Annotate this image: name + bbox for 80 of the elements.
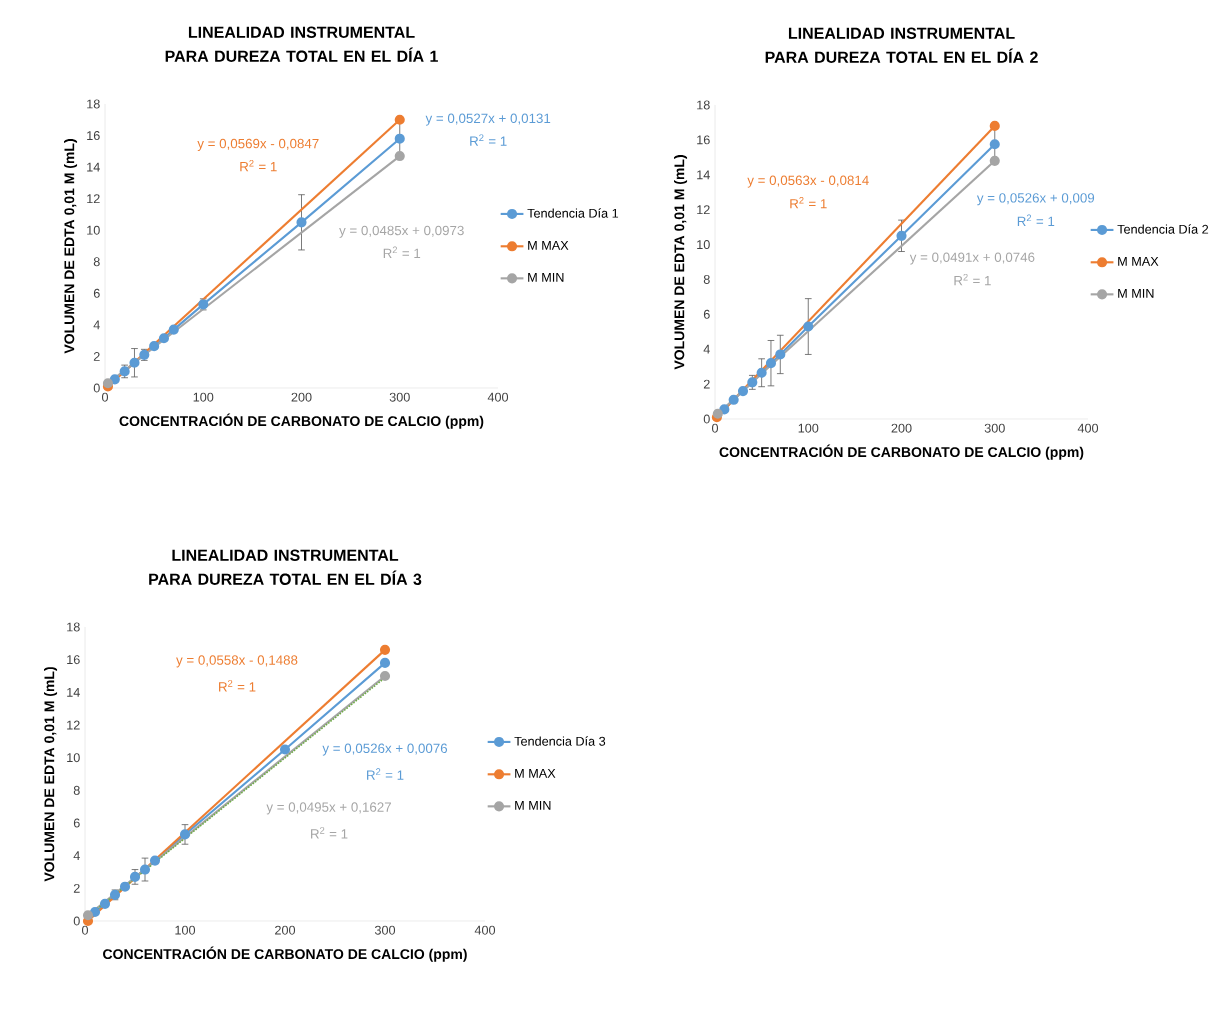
y-tick-label: 6 xyxy=(703,309,710,319)
annotation: y = 0,0527x + 0,0131 xyxy=(425,113,551,126)
x-tick-label: 0 xyxy=(711,423,719,433)
y-tick-label: 12 xyxy=(87,194,100,204)
legend-label: Tendencia Día 3 xyxy=(514,736,606,746)
y-tick-label: 12 xyxy=(697,205,710,215)
y-tick-label: 10 xyxy=(87,225,100,235)
y-tick-label: 8 xyxy=(73,785,80,795)
annotation: R$^{2}$ = 1 xyxy=(954,273,991,286)
legend-label: M MAX xyxy=(528,240,569,250)
annotation: y = 0,0526x + 0,0076 xyxy=(322,743,448,756)
x-tick-label: 400 xyxy=(474,925,496,935)
legend-label: M MIN xyxy=(528,272,564,282)
y-tick-label: 8 xyxy=(703,274,710,284)
y-tick-label: 16 xyxy=(67,655,80,665)
y-tick-label: 14 xyxy=(697,170,710,180)
legend-label: M MIN xyxy=(515,800,551,810)
x-tick-label: 200 xyxy=(291,392,312,402)
y-tick-label: 4 xyxy=(93,320,100,330)
x-tick-label: 400 xyxy=(1077,423,1099,433)
x-tick-label: 100 xyxy=(175,925,196,935)
x-tick-label: 200 xyxy=(891,423,912,433)
y-axis-title: VOLUMEN DE EDTA 0,01 M (mL) xyxy=(674,155,688,370)
chart-title: LINEALIDAD INSTRUMENTAL PARA DUREZA TOTAL EN EL DÍA 3 xyxy=(149,549,422,585)
x-tick-label: 300 xyxy=(374,925,396,935)
annotation: y = 0,0485x + 0,0973 xyxy=(339,225,464,238)
y-tick-label: 14 xyxy=(87,162,100,172)
annotation: R$^{2}$ = 1 xyxy=(311,827,348,839)
x-tick-label: 300 xyxy=(984,423,1005,433)
legend-label: M MIN xyxy=(1118,288,1154,298)
annotation: y = 0,0558x - 0,1488 xyxy=(176,655,298,668)
x-tick-label: 200 xyxy=(275,925,296,935)
y-axis-title: VOLUMEN DE EDTA 0,01 M (mL) xyxy=(64,139,78,354)
legend-label: Tendencia Día 2 xyxy=(1117,224,1209,234)
x-tick-label: 400 xyxy=(487,392,509,402)
y-tick-label: 10 xyxy=(67,753,80,763)
y-tick-label: 18 xyxy=(87,99,100,109)
y-tick-label: 4 xyxy=(703,344,710,354)
y-tick-label: 18 xyxy=(697,100,710,110)
x-tick-label: 100 xyxy=(798,423,819,433)
y-tick-label: 6 xyxy=(73,818,80,828)
y-tick-label: 16 xyxy=(87,131,100,141)
chart-title: LINEALIDAD INSTRUMENTAL PARA DUREZA TOTAL EN EL DÍA 2 xyxy=(765,27,1038,63)
legend-label: M MAX xyxy=(1118,256,1159,266)
annotation: R$^{2}$ = 1 xyxy=(240,159,277,172)
chart-title: LINEALIDAD INSTRUMENTAL PARA DUREZA TOTAL EN EL DÍA 1 xyxy=(165,26,438,62)
y-tick-label: 8 xyxy=(93,257,100,267)
annotation: y = 0,0526x + 0,009 xyxy=(976,193,1095,206)
y-tick-label: 2 xyxy=(93,352,100,361)
annotation: R$^{2}$ = 1 xyxy=(470,134,507,146)
y-tick-label: 2 xyxy=(73,883,80,893)
annotation: y = 0,0491x + 0,0746 xyxy=(909,252,1035,265)
annotation: y = 0,0563x - 0,0814 xyxy=(747,175,869,188)
y-tick-label: 10 xyxy=(697,240,710,250)
y-tick-label: 14 xyxy=(67,687,80,697)
annotation: R$^{2}$ = 1 xyxy=(790,196,827,209)
y-tick-label: 4 xyxy=(73,851,80,861)
annotation: R$^{2}$ = 1 xyxy=(383,246,421,258)
annotation: R$^{2}$ = 1 xyxy=(367,768,404,780)
x-tick-label: 100 xyxy=(193,392,214,402)
legend-label: M MAX xyxy=(515,768,556,778)
x-tick-label: 0 xyxy=(101,392,109,402)
y-tick-label: 0 xyxy=(93,383,100,393)
x-axis-title: CONCENTRACIÓN DE CARBONATO DE CALCIO (ppm) xyxy=(119,413,484,429)
y-tick-label: 0 xyxy=(73,916,80,926)
x-axis-title: CONCENTRACIÓN DE CARBONATO DE CALCIO (ppm) xyxy=(103,946,467,962)
y-tick-label: 12 xyxy=(67,720,80,730)
y-axis-title: VOLUMEN DE EDTA 0,01 M (mL) xyxy=(44,667,58,882)
legend-label: Tendencia Día 1 xyxy=(527,208,619,218)
y-tick-label: 16 xyxy=(697,135,710,145)
annotation: y = 0,0495x + 0,1627 xyxy=(266,802,391,815)
y-tick-label: 0 xyxy=(703,414,710,424)
x-tick-label: 300 xyxy=(389,392,410,402)
y-tick-label: 2 xyxy=(703,379,710,389)
x-axis-title: CONCENTRACIÓN DE CARBONATO DE CALCIO (ppm) xyxy=(719,444,1084,460)
y-tick-label: 6 xyxy=(93,288,100,298)
annotation: R$^{2}$ = 1 xyxy=(219,680,256,692)
y-tick-label: 18 xyxy=(67,622,80,632)
annotation: R$^{2}$ = 1 xyxy=(1017,214,1055,226)
annotation: y = 0,0569x - 0,0847 xyxy=(197,138,319,151)
